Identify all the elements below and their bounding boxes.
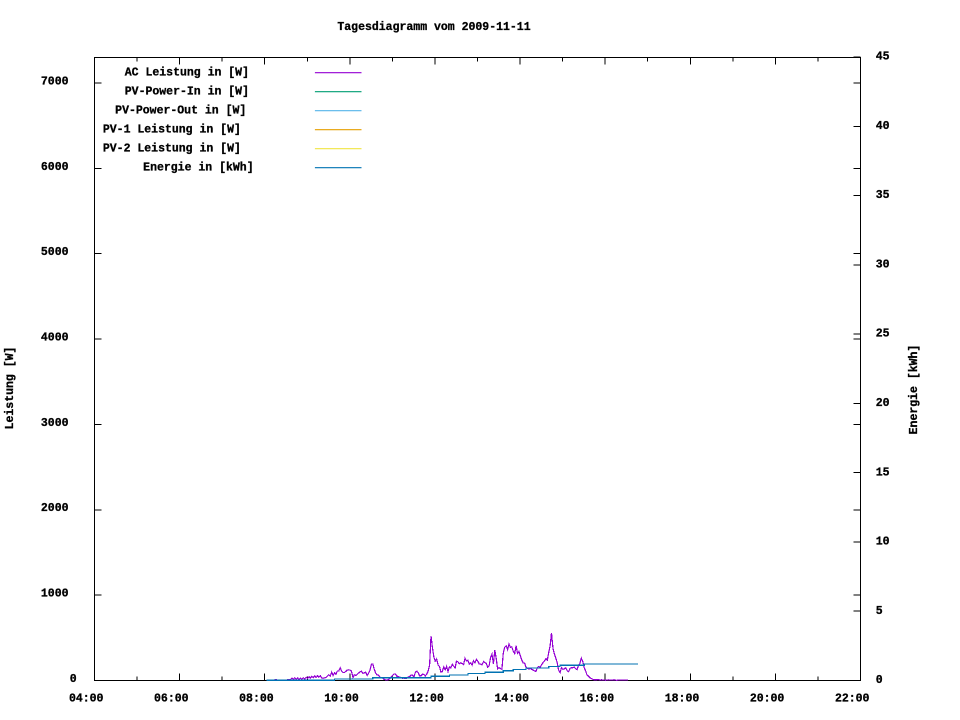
svg-text:14:00: 14:00 [495,692,530,705]
svg-text:12:00: 12:00 [409,692,444,705]
svg-text:16:00: 16:00 [580,692,615,705]
svg-text:08:00: 08:00 [239,692,274,705]
svg-text:45: 45 [876,51,890,64]
svg-text:40: 40 [876,120,890,133]
svg-text:30: 30 [876,258,890,271]
svg-text:Leistung [W]: Leistung [W] [4,347,17,430]
svg-text:PV-2 Leistung in [W]: PV-2 Leistung in [W] [103,142,241,155]
svg-text:4000: 4000 [41,332,69,345]
svg-text:3000: 3000 [41,417,69,430]
svg-text:25: 25 [876,328,890,341]
svg-text:0: 0 [70,673,77,686]
svg-text:Energie [kWh]: Energie [kWh] [908,345,921,435]
svg-text:0: 0 [876,674,883,687]
svg-text:20: 20 [876,397,890,410]
svg-text:7000: 7000 [41,75,69,88]
svg-text:5000: 5000 [41,246,69,259]
svg-text:10:00: 10:00 [324,692,359,705]
svg-text:10: 10 [876,536,890,549]
svg-text:2000: 2000 [41,502,69,515]
svg-text:1000: 1000 [41,588,69,601]
svg-text:18:00: 18:00 [665,692,700,705]
svg-text:PV-Power-Out in [W]: PV-Power-Out in [W] [115,104,246,117]
svg-text:PV-Power-In in [W]: PV-Power-In in [W] [125,85,249,98]
svg-text:6000: 6000 [41,161,69,174]
svg-text:06:00: 06:00 [154,692,189,705]
svg-text:04:00: 04:00 [69,692,104,705]
svg-text:PV-1 Leistung in [W]: PV-1 Leistung in [W] [103,123,241,136]
svg-text:5: 5 [876,605,883,618]
svg-text:Tagesdiagramm vom 2009-11-11: Tagesdiagramm vom 2009-11-11 [337,21,530,34]
svg-text:35: 35 [876,189,890,202]
svg-text:22:00: 22:00 [835,692,870,705]
svg-text:AC Leistung in [W]: AC Leistung in [W] [125,66,249,79]
svg-text:Energie in [kWh]: Energie in [kWh] [143,161,253,174]
svg-text:20:00: 20:00 [750,692,785,705]
svg-text:15: 15 [876,466,890,479]
